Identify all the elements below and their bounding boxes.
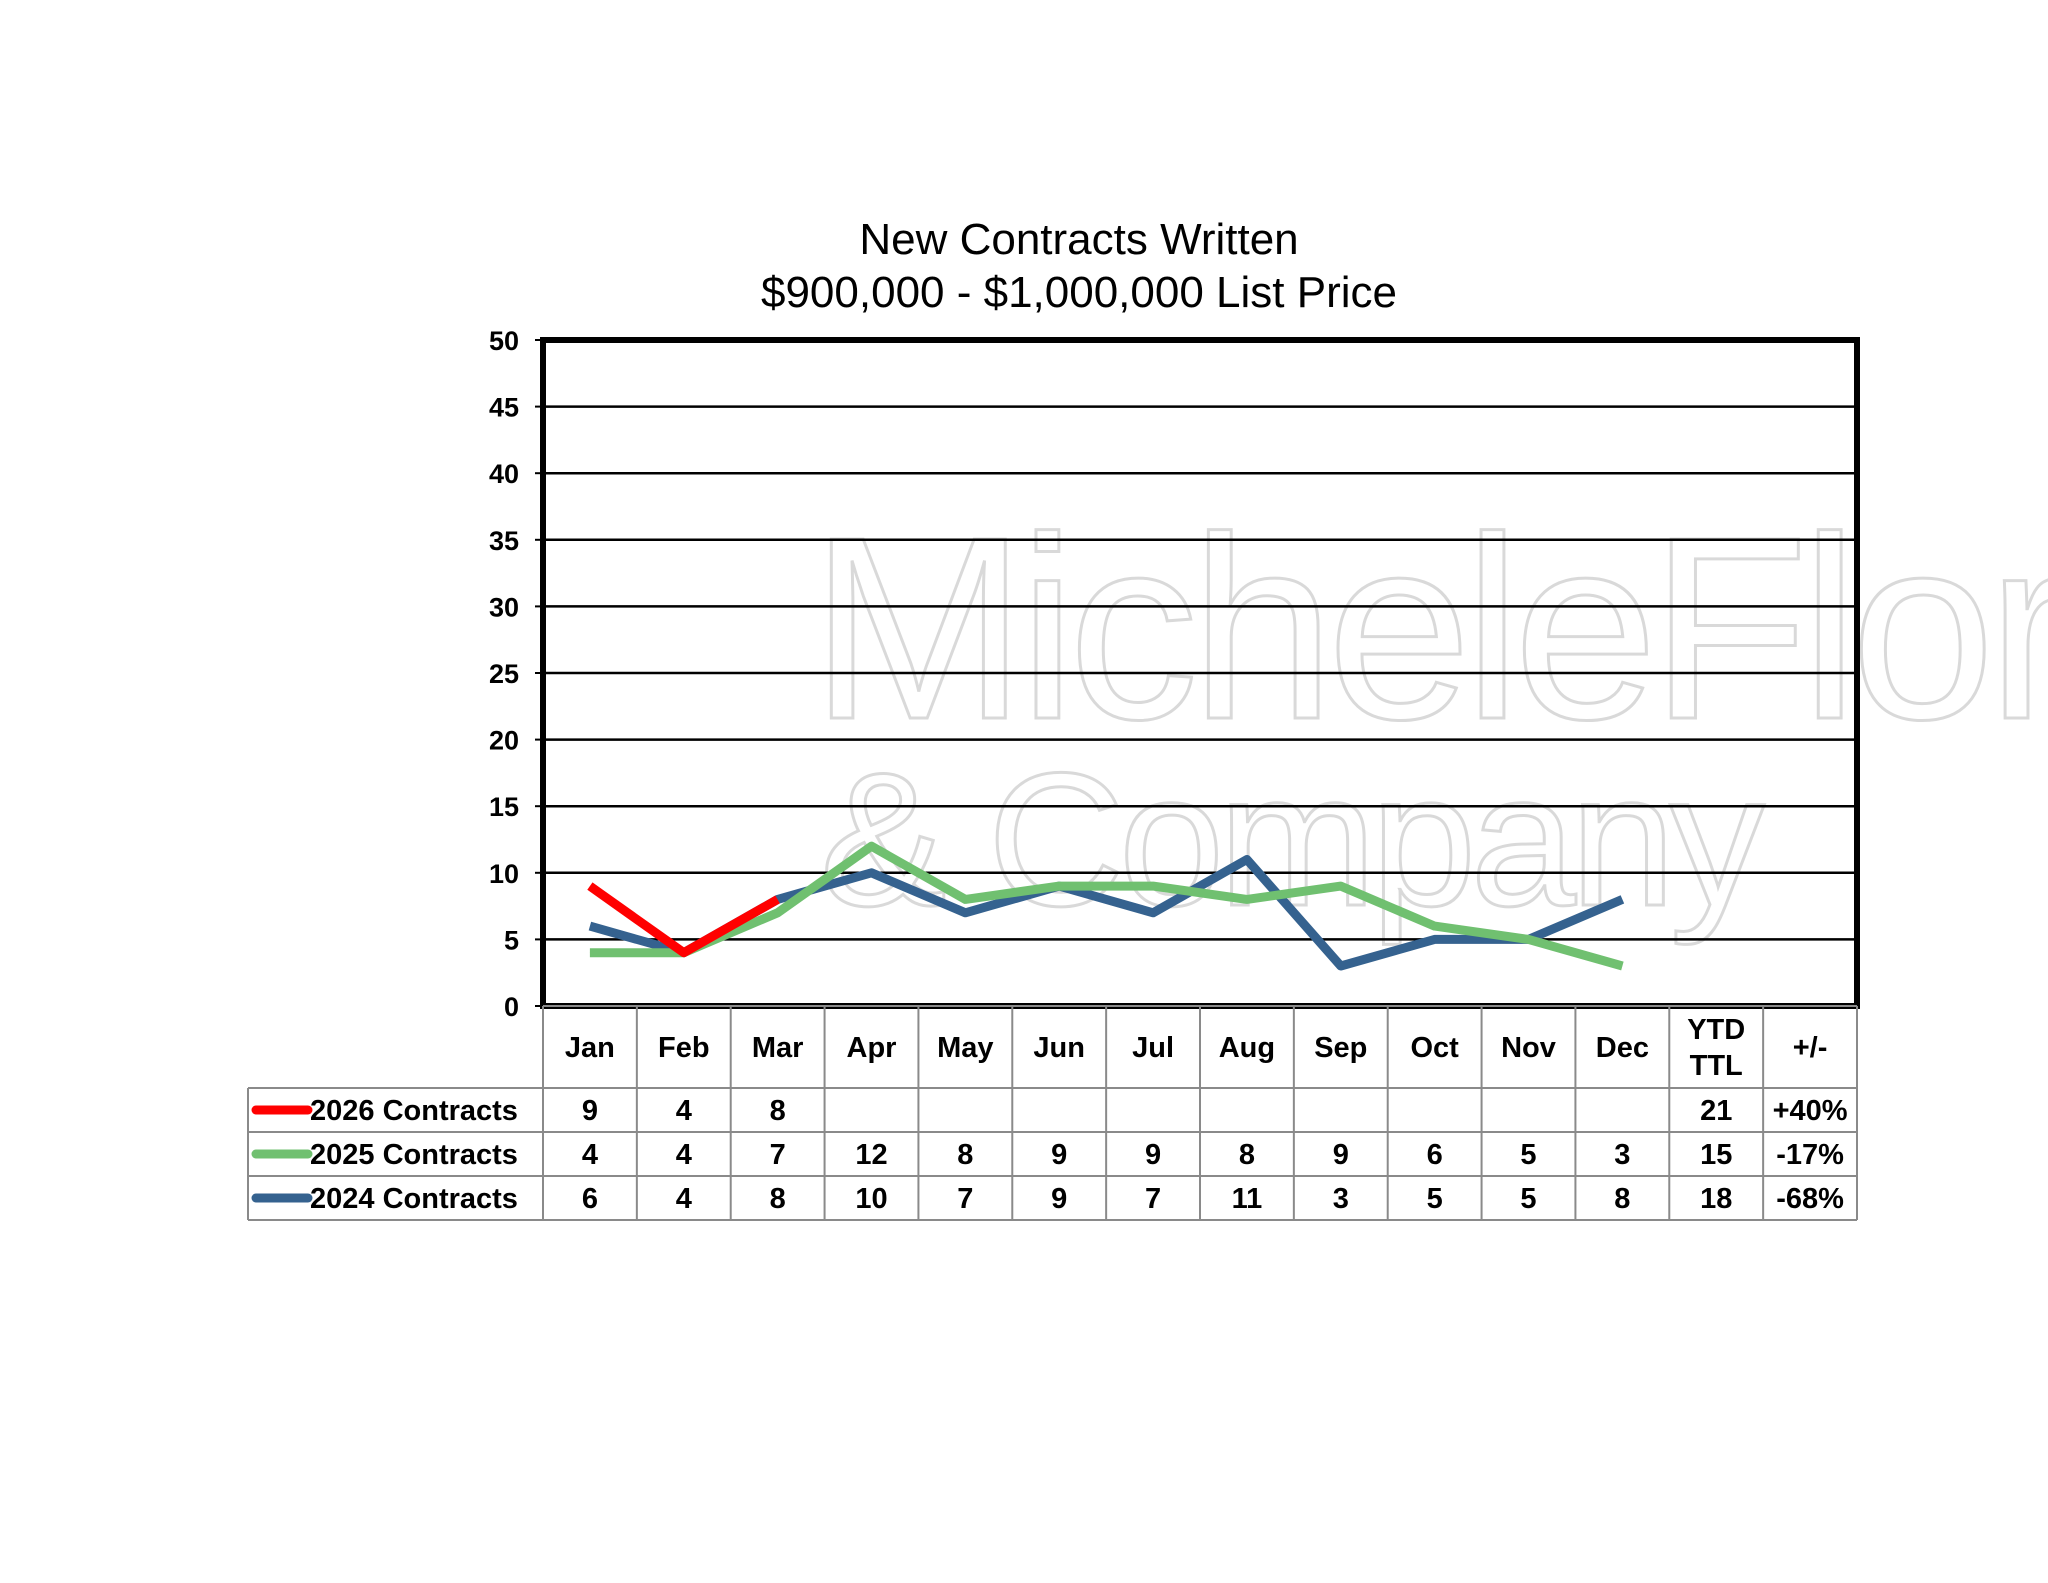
legend-label-2026-contracts: 2026 Contracts [310,1095,518,1127]
watermark-logo: MicheleFlory & Company [809,483,2048,948]
data-table: Jan Feb Mar Apr May Jun Jul Aug Sep Oct Nov Dec YTD T… [247,1005,1858,1221]
table-header-aug: Aug [1219,1032,1275,1064]
y-tick-label-50: 50 [489,326,519,356]
table-cell-2024-contracts-sep: 3 [1333,1183,1349,1215]
y-tick-label-5: 5 [504,925,519,955]
table-cell-2025-contracts-jul: 9 [1145,1139,1161,1171]
table-cell-2025-contracts-may: 8 [957,1139,973,1171]
chart-subtitle: $900,000 - $1,000,000 List Price [761,268,1397,317]
table-cell-2026-contracts-jan: 9 [582,1095,598,1127]
y-tick-label-45: 45 [489,393,519,423]
table-cell-2025-contracts-jun: 9 [1051,1139,1067,1171]
series-line-2026-contracts [587,882,780,958]
table-header-sep: Sep [1314,1032,1367,1064]
table-cell-2024-contracts-change: -68% [1776,1183,1844,1215]
table-cell-2026-contracts-change: +40% [1773,1095,1848,1127]
table-cell-2026-contracts-mar: 8 [770,1095,786,1127]
watermark-line-1: MicheleFlory [810,484,2048,775]
table-cell-2024-contracts-feb: 4 [676,1183,692,1215]
y-tick-label-40: 40 [489,459,519,489]
table-cell-2024-contracts-dec: 8 [1614,1183,1630,1215]
y-tick-label-10: 10 [489,859,519,889]
series-lines [587,841,1625,971]
table-header-nov: Nov [1501,1032,1556,1064]
legend-label-2025-contracts: 2025 Contracts [310,1139,518,1171]
y-tick-label-25: 25 [489,659,519,689]
y-tick-label-30: 30 [489,592,519,622]
y-tick-label-35: 35 [489,526,519,556]
table-cell-2026-contracts-ytd: 21 [1700,1095,1732,1127]
table-header-oct: Oct [1410,1032,1459,1064]
table-header-feb: Feb [658,1032,710,1064]
table-header-jul: Jul [1132,1032,1174,1064]
table-header-jun: Jun [1033,1032,1085,1064]
legend-label-2024-contracts: 2024 Contracts [310,1183,518,1215]
table-cell-2024-contracts-oct: 5 [1427,1183,1443,1215]
y-tick-label-20: 20 [489,726,519,756]
table-cell-2024-contracts-may: 7 [957,1183,973,1215]
table-header-change: +/- [1793,1032,1828,1064]
y-tick-label-0: 0 [504,992,519,1022]
table-cell-2025-contracts-jan: 4 [582,1139,598,1171]
table-header-ttl: TTL [1690,1050,1743,1082]
table-cell-2024-contracts-jul: 7 [1145,1183,1161,1215]
table-cell-2025-contracts-dec: 3 [1614,1139,1630,1171]
table-cell-2024-contracts-ytd: 18 [1700,1183,1732,1215]
table-header-ytd: YTD [1687,1014,1745,1046]
table-cell-2024-contracts-apr: 10 [855,1183,887,1215]
table-header-may: May [937,1032,993,1064]
table-header-jan: Jan [565,1032,615,1064]
table-cell-2025-contracts-oct: 6 [1427,1139,1443,1171]
table-cell-2024-contracts-aug: 11 [1232,1183,1263,1215]
table-cell-2025-contracts-sep: 9 [1333,1139,1349,1171]
table-cell-2024-contracts-jan: 6 [582,1183,598,1215]
table-cell-2025-contracts-apr: 12 [855,1139,887,1171]
table-cell-2025-contracts-change: -17% [1776,1139,1844,1171]
table-header-mar: Mar [752,1032,804,1064]
table-cell-2025-contracts-feb: 4 [676,1139,692,1171]
table-cell-2025-contracts-mar: 7 [770,1139,786,1171]
table-header-dec: Dec [1596,1032,1649,1064]
table-header-apr: Apr [847,1032,897,1064]
table-cell-2024-contracts-jun: 9 [1051,1183,1067,1215]
grid [543,405,1857,941]
table-cell-2025-contracts-nov: 5 [1520,1139,1536,1171]
chart-title: New Contracts Written [859,215,1298,264]
y-tick-label-15: 15 [489,792,519,822]
y-axis: 0 5 10 15 20 25 30 35 40 45 50 [489,326,545,1022]
table-cell-2024-contracts-nov: 5 [1520,1183,1536,1215]
table-cell-2026-contracts-feb: 4 [676,1095,692,1127]
table-cell-2025-contracts-ytd: 15 [1700,1139,1732,1171]
table-cell-2024-contracts-mar: 8 [770,1183,786,1215]
series-line-2025-contracts [589,841,1624,971]
table-cell-2025-contracts-aug: 8 [1239,1139,1255,1171]
